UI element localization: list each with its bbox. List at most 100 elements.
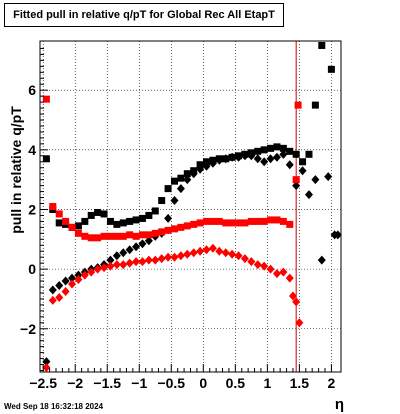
data-point-diamond <box>55 292 64 302</box>
data-point-diamond <box>221 248 230 258</box>
data-point-square <box>299 158 307 166</box>
x-tick-label: 2 <box>327 375 335 391</box>
data-point-diamond <box>285 160 294 170</box>
data-point-square <box>286 220 294 228</box>
data-point-diamond <box>298 166 307 176</box>
data-point-diamond <box>112 260 121 270</box>
data-point-diamond <box>74 275 83 285</box>
data-point-square <box>138 214 146 222</box>
data-point-square <box>254 147 262 155</box>
series-3 <box>42 243 304 373</box>
data-point-square <box>228 219 236 227</box>
data-point-diamond <box>93 264 102 274</box>
data-point-square <box>158 228 166 236</box>
data-point-diamond <box>106 255 115 265</box>
data-point-square <box>151 229 159 237</box>
data-point-diamond <box>68 279 77 289</box>
data-point-diamond <box>164 213 173 223</box>
data-point-square <box>209 217 217 225</box>
data-point-diamond <box>215 246 224 256</box>
data-point-diamond <box>285 273 294 283</box>
data-point-diamond <box>138 239 147 249</box>
data-point-diamond <box>42 363 51 373</box>
data-point-square <box>106 217 114 225</box>
data-point-diamond <box>42 357 51 367</box>
data-point-diamond <box>279 149 288 159</box>
x-tick-label: −2.5 <box>29 375 57 391</box>
x-tick-label: −1.5 <box>93 375 121 391</box>
data-point-diamond <box>164 252 173 262</box>
data-point-diamond <box>292 297 301 307</box>
data-point-diamond <box>183 175 192 185</box>
data-point-square <box>294 101 302 109</box>
x-tick-label: −1 <box>131 375 147 391</box>
data-point-diamond <box>228 152 237 162</box>
data-point-diamond <box>333 230 342 240</box>
data-point-diamond <box>208 243 217 253</box>
data-point-square <box>100 232 108 240</box>
data-point-square <box>106 232 114 240</box>
data-point-diamond <box>196 246 205 256</box>
data-point-square <box>55 210 63 218</box>
data-point-square <box>49 203 57 210</box>
data-point-diamond <box>292 181 301 191</box>
data-point-diamond <box>87 267 96 277</box>
data-point-square <box>87 234 95 242</box>
data-point-square <box>286 147 294 155</box>
data-point-square <box>183 170 191 178</box>
data-point-square <box>327 65 335 73</box>
data-point-diamond <box>176 251 185 261</box>
data-point-diamond <box>260 157 269 167</box>
data-point-square <box>74 229 82 237</box>
y-tick-label: 6 <box>28 82 36 98</box>
data-point-diamond <box>260 261 269 271</box>
data-point-square <box>190 220 198 228</box>
data-point-diamond <box>170 196 179 206</box>
data-point-square <box>177 223 185 231</box>
data-point-square <box>62 217 70 225</box>
data-point-square <box>292 150 300 158</box>
data-point-diamond <box>144 236 153 246</box>
data-point-square <box>81 232 89 240</box>
data-point-diamond <box>119 260 128 270</box>
y-tick-label: 4 <box>28 142 36 158</box>
data-point-square <box>222 219 230 227</box>
data-point-diamond <box>295 318 304 328</box>
data-point-diamond <box>151 255 160 265</box>
data-point-diamond <box>247 151 256 161</box>
data-point-diamond <box>253 260 262 270</box>
data-point-square <box>119 219 127 227</box>
y-tick-label: 2 <box>28 201 36 217</box>
x-tick-label: −2 <box>67 375 83 391</box>
data-point-square <box>126 231 134 239</box>
data-point-diamond <box>317 255 326 265</box>
data-point-square <box>119 232 127 240</box>
data-point-diamond <box>234 152 243 162</box>
data-point-diamond <box>189 169 198 179</box>
data-point-diamond <box>279 267 288 277</box>
data-point-square <box>87 211 95 219</box>
data-point-square <box>279 217 287 225</box>
x-axis-label: η <box>334 396 344 413</box>
data-series <box>42 41 342 373</box>
timestamp: Wed Sep 18 16:32:18 2024 <box>4 402 104 411</box>
data-point-square <box>113 232 121 240</box>
data-point-diamond <box>132 257 141 267</box>
data-point-square <box>235 219 243 227</box>
data-point-diamond <box>324 172 333 182</box>
data-point-square <box>138 231 146 239</box>
data-point-square <box>273 143 281 151</box>
data-point-diamond <box>176 184 185 194</box>
data-point-square <box>318 41 326 49</box>
data-point-diamond <box>272 269 281 279</box>
data-point-square <box>170 177 178 185</box>
data-point-square <box>81 217 89 225</box>
data-point-square <box>126 217 134 225</box>
data-point-diamond <box>55 281 64 291</box>
data-point-diamond <box>170 252 179 262</box>
data-point-diamond <box>272 152 281 162</box>
data-point-diamond <box>311 175 320 185</box>
data-point-square <box>68 223 76 231</box>
data-point-diamond <box>80 270 89 280</box>
